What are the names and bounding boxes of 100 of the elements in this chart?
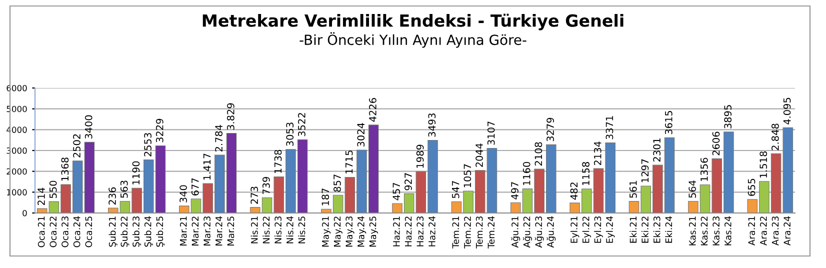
data-label: 563 bbox=[120, 180, 128, 198]
x-tick-label: Kas.24 bbox=[724, 216, 732, 246]
data-label: 1297 bbox=[641, 159, 649, 182]
data-label: 1368 bbox=[61, 158, 69, 181]
data-label: 677 bbox=[191, 178, 199, 196]
data-label: 3400 bbox=[84, 115, 92, 139]
x-tick-label: Eyl.24 bbox=[606, 216, 615, 243]
x-tick-label: Mar.22 bbox=[192, 216, 199, 246]
y-tick-label: 1000 bbox=[7, 189, 27, 196]
data-label: 457 bbox=[392, 182, 400, 200]
data-label: 273 bbox=[250, 186, 258, 204]
data-label: 3895 bbox=[724, 105, 732, 128]
x-tick-label: Ağu.22 bbox=[522, 216, 532, 248]
data-label: 4226 bbox=[369, 98, 376, 122]
x-tick-label: May.21 bbox=[322, 216, 331, 247]
data-label: 2.784 bbox=[215, 124, 222, 152]
x-tick-label: Nis.23 bbox=[274, 216, 282, 244]
x-tick-label: Oca.21 bbox=[38, 216, 45, 248]
data-label: 1057 bbox=[464, 164, 472, 188]
x-tick-label: Eyl.23 bbox=[594, 216, 603, 243]
data-label: 2108 bbox=[534, 142, 542, 166]
x-tick-label: Mar.24 bbox=[215, 216, 222, 246]
chart-title: Metrekare Verimlilik Endeksi - Türkiye Geneli bbox=[202, 14, 624, 30]
y-tick-label: 0 bbox=[22, 210, 27, 216]
x-tick-label: Oca.22 bbox=[50, 216, 57, 248]
x-tick-label: Kas.21 bbox=[688, 216, 696, 246]
x-tick-label: Eyl.22 bbox=[582, 216, 592, 243]
x-tick-label: Ağu.21 bbox=[511, 216, 520, 248]
data-label: 550 bbox=[49, 180, 57, 198]
data-label: 340 bbox=[180, 185, 187, 202]
x-tick-label: Ağu.23 bbox=[534, 216, 544, 248]
data-label: 3024 bbox=[357, 123, 365, 146]
data-label: 547 bbox=[452, 181, 460, 198]
x-tick-label: Tem.24 bbox=[488, 216, 495, 248]
data-label: 655 bbox=[748, 178, 756, 196]
x-tick-label: Şub.25 bbox=[156, 216, 165, 247]
x-tick-label: Haz.21 bbox=[393, 216, 400, 246]
data-label: 3053 bbox=[286, 122, 294, 146]
x-tick-label: Tem.22 bbox=[464, 216, 471, 248]
x-tick-label: May.23 bbox=[346, 216, 354, 247]
data-label: 3229 bbox=[156, 118, 164, 142]
data-label: 857 bbox=[334, 174, 341, 192]
x-tick-label: Şub.22 bbox=[120, 216, 130, 247]
data-label: 214 bbox=[38, 188, 45, 206]
x-tick-label: Kas.23 bbox=[712, 216, 720, 246]
x-tick-label: Eyl.21 bbox=[570, 216, 580, 243]
data-label: 1190 bbox=[132, 161, 140, 184]
data-label: 2.848 bbox=[772, 124, 779, 150]
data-label: 1989 bbox=[416, 144, 424, 168]
data-label: 3493 bbox=[428, 113, 436, 137]
x-tick-label: May.22 bbox=[334, 216, 342, 247]
x-tick-label: Eki.21 bbox=[630, 216, 636, 243]
data-label: 3279 bbox=[546, 118, 554, 142]
x-tick-label: Oca.25 bbox=[85, 216, 92, 248]
x-tick-label: Oca.24 bbox=[73, 216, 80, 248]
data-label: 561 bbox=[629, 180, 637, 198]
data-label: 1715 bbox=[345, 150, 353, 174]
data-label: 3522 bbox=[298, 113, 306, 136]
x-tick-label: Haz.23 bbox=[416, 216, 424, 246]
data-label: 497 bbox=[511, 182, 518, 200]
x-tick-label: Tem.21 bbox=[452, 216, 460, 248]
data-label: 2044 bbox=[476, 143, 483, 167]
x-tick-label: Şub.23 bbox=[132, 216, 142, 247]
x-tick-label: Tem.23 bbox=[476, 216, 483, 248]
data-label: 3371 bbox=[606, 116, 614, 140]
x-tick-label: May.25 bbox=[369, 216, 378, 247]
x-tick-label: Nis.21 bbox=[250, 216, 258, 244]
data-label: 1738 bbox=[274, 150, 282, 173]
x-tick-label: Ağu.24 bbox=[546, 216, 556, 248]
data-label: 2134 bbox=[594, 142, 602, 166]
data-label: 482 bbox=[570, 182, 578, 200]
x-tick-label: Ara.24 bbox=[784, 216, 791, 246]
x-tick-label: Mar.23 bbox=[204, 216, 210, 246]
x-tick-label: Ara.23 bbox=[772, 216, 779, 246]
data-label: 927 bbox=[404, 173, 412, 190]
data-label: 1158 bbox=[582, 162, 590, 186]
x-tick-label: Nis.25 bbox=[298, 216, 306, 244]
data-label: 1160 bbox=[522, 162, 530, 185]
data-label: 2301 bbox=[653, 138, 660, 162]
data-label: 2606 bbox=[712, 132, 720, 156]
data-label: 1356 bbox=[700, 158, 708, 181]
data-label: 187 bbox=[322, 188, 330, 206]
x-tick-label: Şub.24 bbox=[144, 216, 153, 247]
data-label: 1.518 bbox=[760, 151, 768, 178]
x-tick-label: Haz.24 bbox=[428, 216, 436, 246]
data-label: 739 bbox=[262, 176, 270, 194]
x-tick-label: Şub.21 bbox=[108, 216, 118, 247]
data-label: 236 bbox=[108, 187, 116, 205]
x-tick-label: Eki.24 bbox=[665, 216, 672, 243]
data-label: 3107 bbox=[487, 122, 495, 145]
x-tick-label: Ara.21 bbox=[748, 216, 756, 246]
data-label: 2553 bbox=[144, 133, 152, 156]
x-tick-label: Mar.21 bbox=[180, 216, 187, 246]
x-tick-label: Nis.24 bbox=[286, 216, 294, 244]
x-tick-label: May.24 bbox=[358, 216, 366, 247]
x-tick-label: Haz.22 bbox=[404, 216, 412, 246]
x-tick-label: Kas.22 bbox=[700, 216, 708, 246]
data-label: 3.829 bbox=[226, 103, 234, 130]
x-tick-label: Nis.22 bbox=[262, 216, 270, 244]
data-label: 4.095 bbox=[783, 98, 791, 124]
